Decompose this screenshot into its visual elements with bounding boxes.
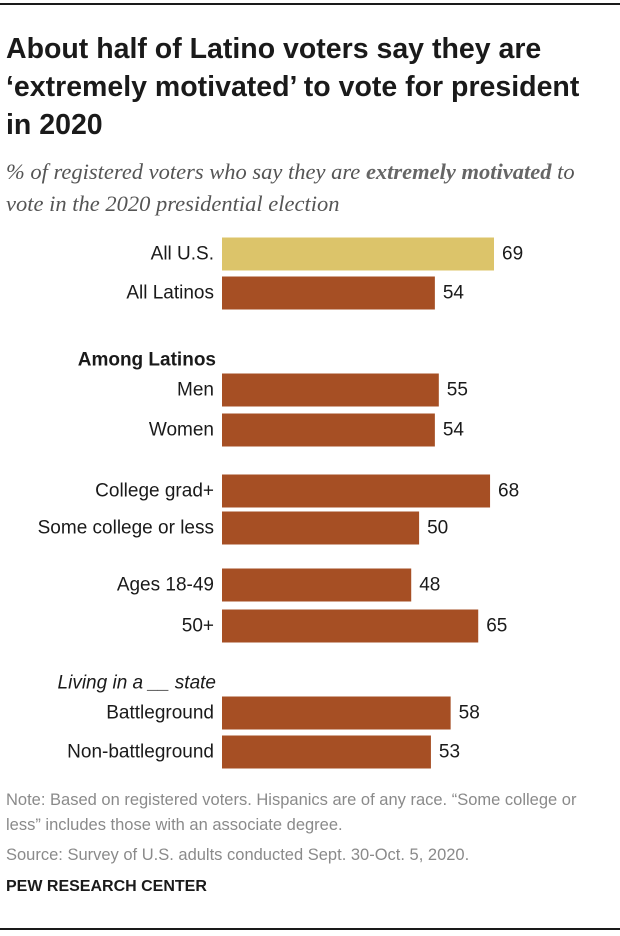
chart-source: Source: Survey of U.S. adults conducted …	[6, 846, 470, 864]
top-rule	[0, 3, 620, 5]
group-label-among-latinos: Among Latinos	[78, 350, 216, 371]
value-label-ages-18-49: 48	[419, 575, 440, 596]
value-label-battleground: 58	[459, 703, 480, 724]
value-label-college-grad: 68	[498, 481, 519, 502]
category-label-some-college-or-less: Some college or less	[38, 518, 214, 539]
category-label-50: 50+	[182, 616, 214, 637]
bar-some-college-or-less	[222, 511, 420, 545]
bar-all-u-s	[222, 237, 494, 271]
value-label-all-u-s: 69	[502, 244, 523, 265]
bar-non-battleground	[222, 735, 431, 769]
group-label-living-in-a-state: Living in a __ state	[58, 673, 216, 694]
value-label-non-battleground: 53	[439, 742, 460, 763]
chart-subtitle: % of registered voters who say they are …	[6, 156, 606, 220]
value-label-50: 65	[486, 616, 507, 637]
chart-note: Note: Based on registered voters. Hispan…	[6, 791, 577, 834]
bar-50	[222, 609, 479, 643]
subtitle-text: % of registered voters who say they are	[6, 159, 366, 184]
category-label-men: Men	[177, 380, 214, 401]
bottom-rule	[0, 928, 620, 930]
bar-chart: Among Latinos Living in a __ state All U.S…	[38, 237, 523, 769]
chart-title: About half of Latino voters say they are…	[6, 33, 580, 141]
value-label-all-latinos: 54	[443, 283, 465, 304]
bar-battleground	[222, 696, 451, 730]
bar-college-grad	[222, 474, 491, 508]
bar-men	[222, 373, 439, 407]
category-label-women: Women	[149, 420, 214, 441]
value-label-men: 55	[447, 380, 468, 401]
pew-research-center-logo: PEW RESEARCH CENTER	[6, 878, 207, 895]
category-label-all-latinos: All Latinos	[126, 283, 214, 304]
value-label-some-college-or-less: 50	[427, 518, 448, 539]
category-label-all-u-s: All U.S.	[151, 244, 214, 265]
value-label-women: 54	[443, 420, 465, 441]
category-label-battleground: Battleground	[106, 703, 214, 724]
subtitle-emphasis: extremely motivated	[365, 159, 552, 184]
category-label-ages-18-49: Ages 18-49	[117, 575, 214, 596]
bar-all-latinos	[222, 276, 435, 310]
bar-women	[222, 413, 435, 447]
bar-ages-18-49	[222, 568, 412, 602]
subtitle-text-end: to vote in the 2020 presidential electio…	[6, 159, 575, 216]
category-label-non-battleground: Non-battleground	[67, 742, 214, 763]
category-label-college-grad: College grad+	[95, 481, 214, 502]
